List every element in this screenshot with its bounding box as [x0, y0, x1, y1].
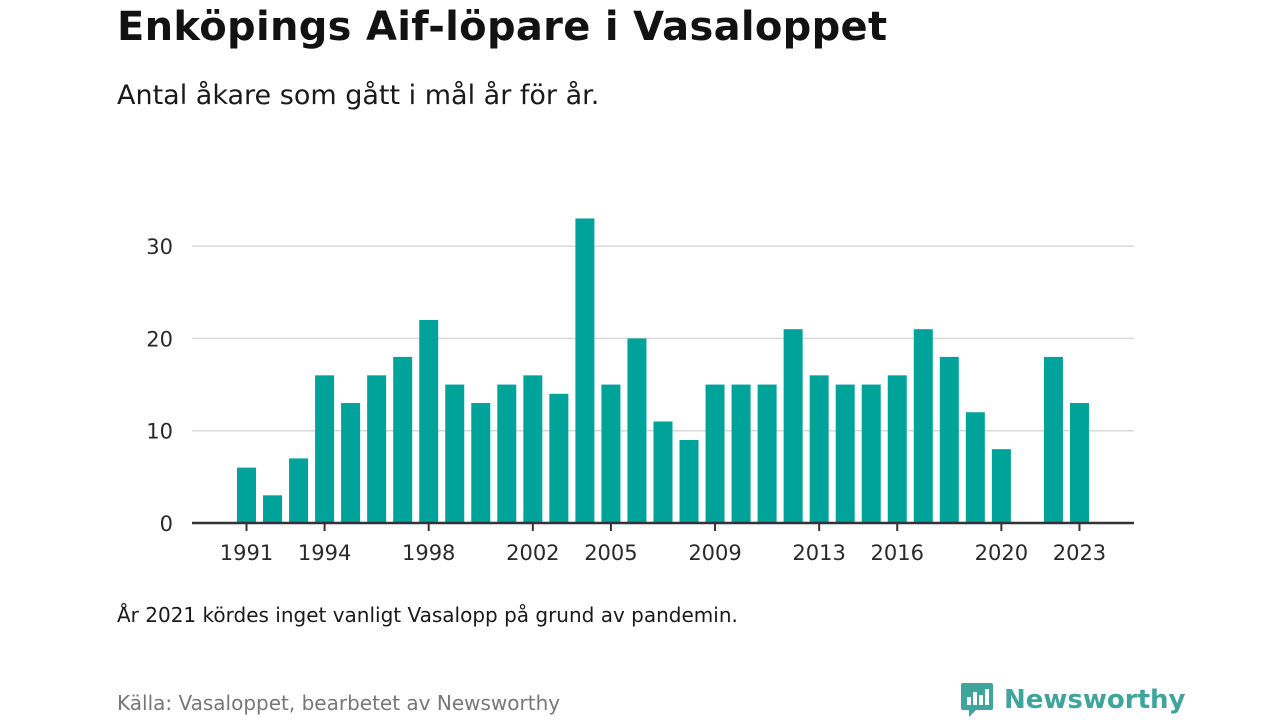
x-tick-label-2002: 2002 [506, 541, 559, 565]
x-tick-label-2013: 2013 [792, 541, 845, 565]
bar-2018 [939, 356, 959, 523]
x-tick-label-2020: 2020 [975, 541, 1028, 565]
x-tick-label-2016: 2016 [871, 541, 924, 565]
bar-2017 [913, 329, 933, 523]
chart-note: År 2021 kördes inget vanligt Vasalopp på… [117, 603, 738, 627]
bar-1995 [341, 403, 361, 523]
x-tick-label-1994: 1994 [298, 541, 351, 565]
chart-title: Enköpings Aif-löpare i Vasaloppet [117, 4, 888, 50]
bar-1999 [445, 384, 465, 523]
bar-2009 [705, 384, 725, 523]
x-tick-label-2009: 2009 [688, 541, 741, 565]
x-tick-label-1998: 1998 [402, 541, 455, 565]
bar-2011 [757, 384, 777, 523]
x-axis [192, 521, 1134, 531]
x-tick-labels: 1991 1994 1998 2002 2005 2009 2013 2016 2020 2023 [220, 541, 1106, 565]
bar-2022 [1043, 356, 1063, 523]
bar-2016 [887, 375, 907, 523]
bar-1996 [367, 375, 387, 523]
x-tick-label-2005: 2005 [584, 541, 637, 565]
chart-subtitle: Antal åkare som gått i mål år för år. [117, 80, 600, 111]
brand-name: Newsworthy [1004, 685, 1186, 715]
x-tick-label-1991: 1991 [220, 541, 273, 565]
bar-1992 [263, 495, 283, 523]
bar-2023 [1069, 403, 1089, 523]
bar-1998 [419, 319, 439, 523]
x-tick-label-2023: 2023 [1053, 541, 1106, 565]
bar-2019 [965, 412, 985, 523]
bar-1991 [237, 467, 256, 523]
bar-2012 [783, 329, 803, 523]
bars [237, 218, 1089, 523]
bar-1997 [393, 356, 413, 523]
y-tick-labels: 0 10 20 30 [146, 235, 173, 536]
newsworthy-logo-icon [961, 683, 993, 717]
bar-2001 [497, 384, 517, 523]
bar-1993 [289, 458, 309, 523]
bar-2014 [835, 384, 855, 523]
bar-2000 [471, 403, 491, 523]
bar-2015 [861, 384, 881, 523]
bar-2010 [731, 384, 751, 523]
bar-2007 [653, 421, 673, 523]
source-text: Källa: Vasaloppet, bearbetet av Newswort… [117, 691, 561, 715]
bar-2002 [523, 375, 543, 523]
bar-2003 [549, 393, 569, 523]
y-tick-label: 20 [146, 327, 173, 351]
bar-2005 [601, 384, 621, 523]
y-tick-label: 30 [146, 235, 173, 259]
bar-1994 [315, 375, 335, 523]
bar-2020 [991, 449, 1011, 523]
brand-logo[interactable]: Newsworthy [960, 681, 1185, 719]
bar-2006 [627, 338, 647, 523]
y-tick-label: 10 [146, 420, 173, 444]
bar-2008 [679, 439, 699, 523]
bar-2013 [809, 375, 829, 523]
y-tick-label: 0 [160, 512, 173, 536]
bar-2004 [575, 218, 595, 523]
